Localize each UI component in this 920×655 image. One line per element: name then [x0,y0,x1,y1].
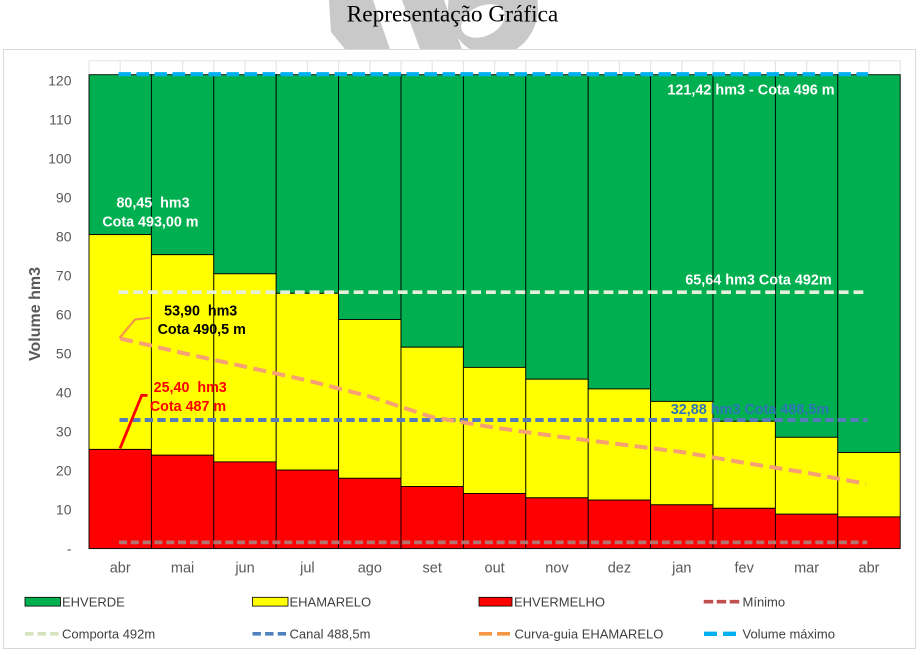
svg-text:dez: dez [608,561,631,577]
svg-text:out: out [485,561,505,577]
svg-text:EHVERMELHO: EHVERMELHO [514,594,605,609]
svg-text:Curva-guia EHAMARELO: Curva-guia EHAMARELO [515,626,664,641]
svg-text:70: 70 [56,267,72,283]
svg-text:set: set [423,561,442,577]
svg-text:20: 20 [56,463,72,479]
svg-text:jan: jan [671,561,691,577]
svg-text:abr: abr [859,561,880,577]
svg-text:100: 100 [48,150,72,166]
svg-text:EHVERDE: EHVERDE [62,594,125,609]
svg-text:90: 90 [56,189,72,205]
svg-text:120: 120 [48,72,72,88]
svg-text:50: 50 [56,345,72,361]
svg-text:110: 110 [49,111,72,127]
svg-text:Mínimo: Mínimo [743,594,786,609]
svg-text:mai: mai [171,561,194,577]
svg-text:40: 40 [56,384,72,400]
svg-text:Volume máximo: Volume máximo [743,626,835,641]
svg-text:Canal 488,5m: Canal 488,5m [290,626,371,641]
svg-text:25,40 hm3: 25,40 hm3 [154,380,227,396]
svg-text:Cota 493,00 m: Cota 493,00 m [102,214,198,230]
svg-text:mar: mar [794,561,819,577]
svg-text:ago: ago [358,561,382,577]
svg-text:Representação Gráfica: Representação Gráfica [347,2,559,28]
svg-text:65,64 hm3 Cota 492m: 65,64 hm3 Cota 492m [685,273,831,289]
svg-text:60: 60 [56,306,72,322]
svg-text:30: 30 [56,423,72,439]
svg-text:-: - [67,541,72,557]
svg-text:80: 80 [56,228,72,244]
svg-text:nov: nov [545,561,569,577]
svg-text:10: 10 [56,502,72,518]
svg-text:fev: fev [735,561,755,577]
svg-text:121,42 hm3 - Cota 496 m: 121,42 hm3 - Cota 496 m [667,83,834,99]
svg-text:EHAMARELO: EHAMARELO [290,594,372,609]
svg-text:Cota 490,5 m: Cota 490,5 m [158,322,246,338]
svg-text:80,45 hm3: 80,45 hm3 [116,195,189,211]
svg-text:Volume hm3: Volume hm3 [27,267,44,361]
svg-text:53,90 hm3: 53,90 hm3 [164,303,237,319]
svg-text:Cota 487 m: Cota 487 m [150,399,226,415]
svg-text:Comporta 492m: Comporta 492m [62,626,155,641]
svg-text:jun: jun [234,561,254,577]
svg-text:abr: abr [110,561,131,577]
svg-text:jul: jul [299,561,315,577]
svg-text:32,88 hm3 Cota 488,5m: 32,88 hm3 Cota 488,5m [671,402,829,418]
